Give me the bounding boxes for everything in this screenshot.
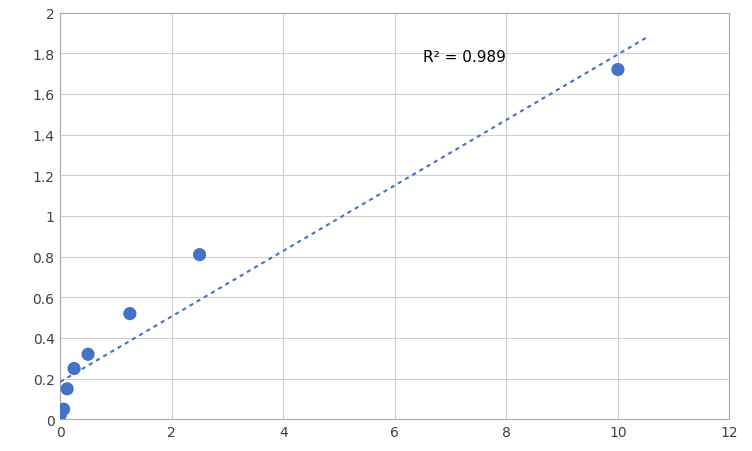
- Text: R² = 0.989: R² = 0.989: [423, 50, 505, 65]
- Point: [54, 412, 66, 419]
- Point: [124, 310, 136, 318]
- Point: [82, 351, 94, 358]
- Point: [58, 406, 70, 413]
- Point: [61, 385, 73, 392]
- Point: [193, 251, 205, 258]
- Point: [612, 67, 624, 74]
- Point: [68, 365, 80, 372]
